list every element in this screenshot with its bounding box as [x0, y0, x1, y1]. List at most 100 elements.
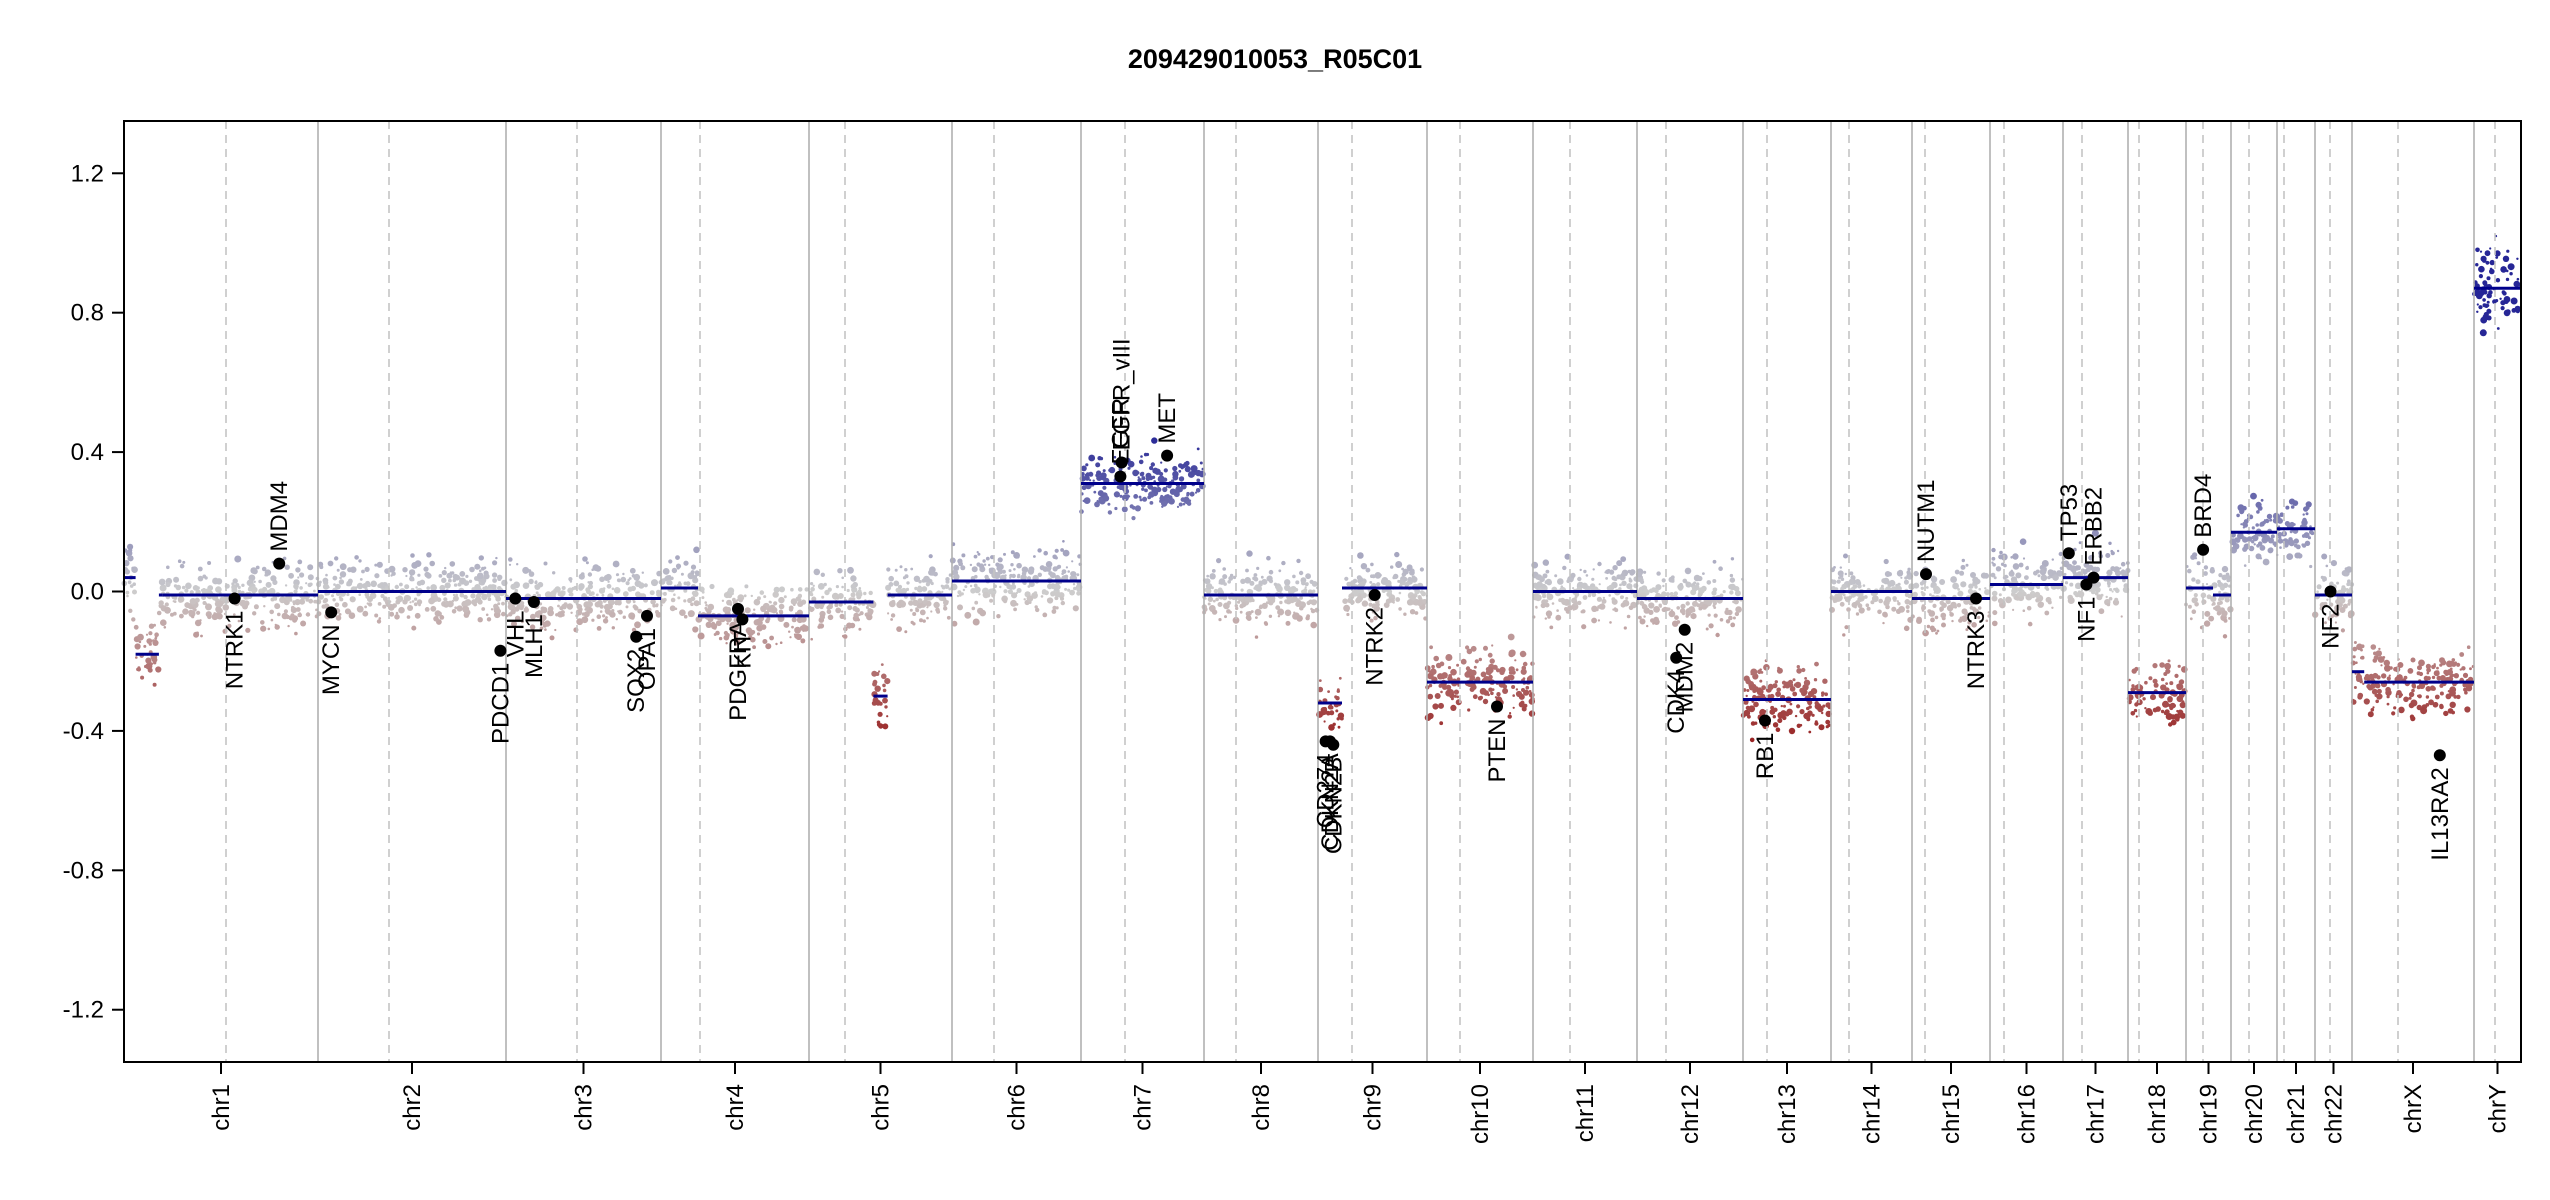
probe-point	[713, 633, 717, 636]
gene-label: NF1	[2073, 597, 2100, 642]
gene-marker-vhl	[509, 592, 522, 605]
probe-point	[1521, 665, 1527, 671]
probe-point	[2386, 695, 2390, 699]
probe-point	[809, 590, 813, 595]
probe-point	[638, 582, 645, 589]
probe-point	[2446, 660, 2453, 668]
probe-point	[827, 614, 834, 621]
probe-point	[1456, 695, 1460, 699]
probe-point	[1542, 594, 1547, 599]
probe-point	[470, 593, 476, 599]
probe-point	[2513, 280, 2521, 288]
probe-point	[2063, 572, 2067, 576]
probe-point	[2256, 510, 2260, 514]
probe-point	[2384, 664, 2391, 672]
probe-point	[2005, 596, 2012, 604]
probe-point	[878, 670, 881, 673]
probe-point	[516, 563, 519, 566]
probe-point	[2277, 518, 2284, 524]
probe-point	[794, 633, 800, 639]
probe-point	[1205, 588, 1212, 594]
probe-point	[501, 601, 505, 606]
probe-point	[1866, 606, 1871, 611]
probe-point	[1950, 576, 1957, 583]
probe-point	[1199, 461, 1203, 465]
probe-point	[2426, 671, 2430, 675]
probe-point	[495, 556, 498, 560]
probe-point	[554, 628, 557, 632]
probe-point	[260, 625, 267, 632]
probe-point	[476, 572, 484, 580]
probe-point	[457, 582, 462, 587]
probe-point	[662, 591, 667, 596]
probe-point	[1304, 586, 1307, 589]
probe-point	[690, 596, 696, 602]
x-tick-label-chrY: chrY	[2485, 1084, 2512, 1133]
probe-point	[1591, 592, 1597, 598]
probe-point	[1284, 579, 1291, 586]
probe-point	[346, 592, 350, 597]
probe-point	[1818, 724, 1825, 731]
probe-point	[1127, 466, 1131, 470]
probe-point	[1796, 668, 1802, 674]
probe-point	[821, 595, 825, 599]
probe-point	[585, 606, 590, 611]
probe-point	[175, 584, 182, 591]
probe-point	[991, 571, 999, 579]
probe-point	[568, 577, 573, 582]
probe-point	[1684, 567, 1692, 575]
probe-point	[756, 619, 763, 626]
probe-point	[733, 633, 739, 639]
probe-point	[1844, 625, 1849, 630]
probe-point	[1190, 465, 1198, 473]
probe-point	[1523, 689, 1530, 696]
probe-point	[2163, 685, 2167, 688]
gene-label: OPA1	[634, 628, 661, 690]
probe-point	[374, 563, 378, 567]
probe-point	[979, 609, 986, 617]
probe-point	[1715, 632, 1720, 638]
probe-point	[1305, 573, 1311, 580]
probe-point	[2462, 672, 2469, 679]
probe-point	[2083, 562, 2090, 568]
probe-point	[1806, 706, 1810, 711]
probe-point	[148, 623, 155, 629]
probe-point	[622, 572, 625, 576]
probe-point	[2309, 525, 2312, 528]
probe-point	[1402, 576, 1408, 582]
probe-point	[2486, 300, 2490, 304]
probe-point	[2179, 712, 2186, 719]
probe-point	[1546, 592, 1551, 597]
probe-point	[1119, 494, 1123, 498]
probe-point	[685, 581, 691, 586]
x-tick-label-chr9: chr9	[1360, 1084, 1387, 1131]
probe-point	[1609, 569, 1615, 575]
probe-point	[1277, 608, 1285, 616]
probe-point	[1296, 615, 1303, 622]
probe-point	[1929, 625, 1935, 631]
probe-point	[2024, 575, 2029, 580]
probe-point	[2367, 684, 2374, 691]
probe-point	[1852, 584, 1858, 589]
probe-point	[2049, 572, 2053, 576]
probe-point	[2208, 615, 2215, 622]
probe-point	[1648, 609, 1654, 616]
probe-point	[1107, 502, 1111, 506]
probe-point	[1745, 694, 1748, 698]
probe-point	[2192, 552, 2198, 558]
probe-point	[2196, 561, 2201, 566]
probe-point	[1015, 554, 1020, 559]
probe-point	[1540, 602, 1546, 609]
probe-point	[1882, 577, 1890, 585]
probe-point	[675, 555, 680, 560]
probe-point	[239, 599, 247, 607]
probe-point	[155, 666, 162, 673]
probe-point	[1817, 705, 1824, 713]
probe-point	[2391, 711, 2396, 716]
probe-point	[1495, 668, 1501, 673]
probe-point	[2509, 272, 2513, 276]
probe-point	[768, 600, 772, 604]
probe-point	[2310, 531, 2315, 536]
probe-point	[1380, 578, 1388, 585]
probe-point	[958, 561, 963, 567]
